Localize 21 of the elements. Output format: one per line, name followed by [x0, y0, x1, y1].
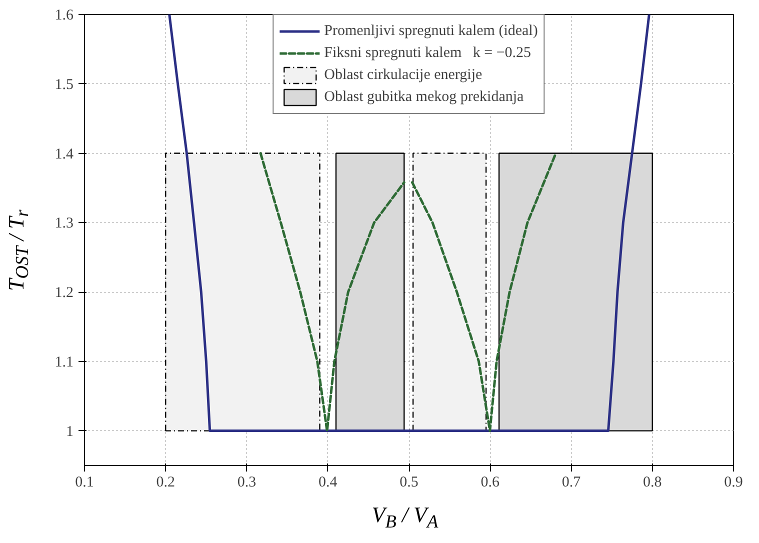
x-tick-label: 0.3: [237, 474, 256, 490]
y-tick-label: 1: [66, 424, 74, 440]
y-tick-label: 1.1: [54, 354, 74, 370]
y-tick-label: 1.6: [54, 8, 74, 24]
x-tick-label: 0.2: [156, 474, 175, 490]
x-tick-label: 0.6: [480, 474, 500, 490]
x-tick-label: 0.9: [724, 474, 743, 490]
legend-label: Promenljivi spregnuti kalem (ideal): [324, 22, 538, 40]
x-tick-label: 0.1: [75, 474, 94, 490]
x-tick-label: 0.4: [318, 474, 338, 490]
legend-label: Oblast gubitka mekog prekidanja: [324, 88, 524, 106]
y-tick-label: 1.5: [54, 76, 74, 93]
y-tick-label: 1.3: [54, 216, 74, 232]
y-tick-label: 1.4: [54, 146, 74, 162]
legend-label: Oblast cirkulacije energije: [324, 66, 482, 84]
x-axis-title: V$_{B}$ / V$_{A}$: [372, 501, 438, 534]
x-tick-label: 0.5: [400, 474, 418, 490]
x-tick-label: 0.8: [643, 474, 662, 490]
y-tick-label: 1.2: [54, 285, 74, 302]
legend-label: Fiksni spregnuti kalem k = −0.25: [324, 44, 532, 62]
x-tick-label: 0.7: [562, 474, 582, 490]
